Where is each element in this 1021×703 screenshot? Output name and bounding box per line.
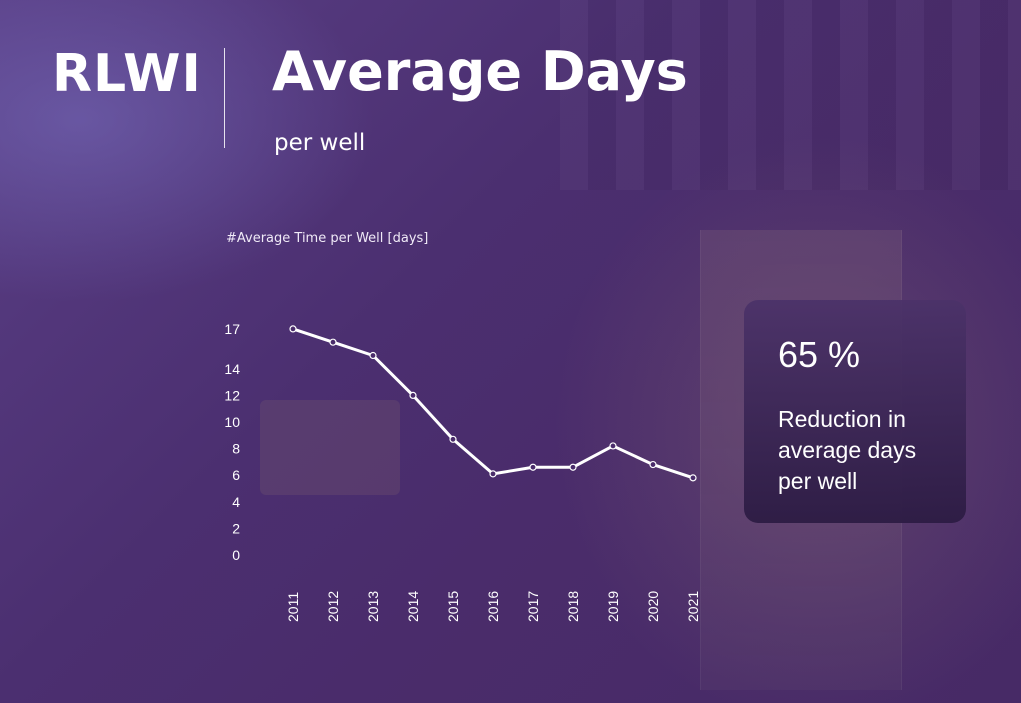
page-subtitle: per well xyxy=(274,130,366,156)
data-point xyxy=(369,351,377,360)
data-points xyxy=(289,325,697,482)
x-axis-ticks: 2011 2012 2013 2014 2015 2016 2017 2018 2019 2020… xyxy=(285,591,701,622)
x-tick-label: 2017 xyxy=(525,591,541,622)
data-point xyxy=(609,442,617,450)
chart-title: #Average Time per Well [days] xyxy=(226,231,429,246)
data-point xyxy=(329,338,337,346)
x-tick-label: 2020 xyxy=(645,591,661,622)
background-structure xyxy=(560,0,1021,190)
background-rov xyxy=(260,400,400,495)
brand-logo: RLWI xyxy=(52,44,202,104)
y-tick-label: 17 xyxy=(224,321,240,337)
data-point xyxy=(449,435,457,443)
y-axis-ticks: 0 2 4 6 8 10 12 14 17 xyxy=(224,321,240,563)
x-tick-label: 2018 xyxy=(565,591,581,622)
kpi-value: 65 % xyxy=(778,334,861,375)
data-point xyxy=(529,463,537,471)
y-tick-label: 0 xyxy=(232,547,240,563)
data-point xyxy=(489,470,497,478)
y-tick-label: 12 xyxy=(224,387,240,403)
y-tick-label: 8 xyxy=(232,441,240,457)
x-tick-label: 2014 xyxy=(405,591,421,622)
kpi-description: Reduction in average days per well xyxy=(778,406,917,494)
data-point xyxy=(649,460,657,469)
kpi-card: 65 % Reduction in average days per well xyxy=(744,300,966,523)
x-tick-label: 2019 xyxy=(605,591,621,622)
y-tick-label: 14 xyxy=(224,361,240,377)
data-point xyxy=(409,391,417,399)
y-tick-label: 2 xyxy=(232,520,240,536)
y-tick-label: 4 xyxy=(232,494,240,510)
x-tick-label: 2015 xyxy=(445,591,461,622)
page-title: Average Days xyxy=(272,40,688,103)
x-tick-label: 2011 xyxy=(285,592,301,622)
data-point xyxy=(689,474,697,482)
y-tick-label: 10 xyxy=(224,414,240,430)
y-tick-label: 6 xyxy=(232,467,240,483)
header-divider xyxy=(224,48,225,148)
x-tick-label: 2013 xyxy=(365,591,381,622)
data-point xyxy=(569,463,577,471)
x-tick-label: 2012 xyxy=(325,591,341,622)
series-line xyxy=(291,327,695,480)
x-tick-label: 2021 xyxy=(685,591,701,622)
x-tick-label: 2016 xyxy=(485,591,501,622)
data-point xyxy=(289,325,297,333)
